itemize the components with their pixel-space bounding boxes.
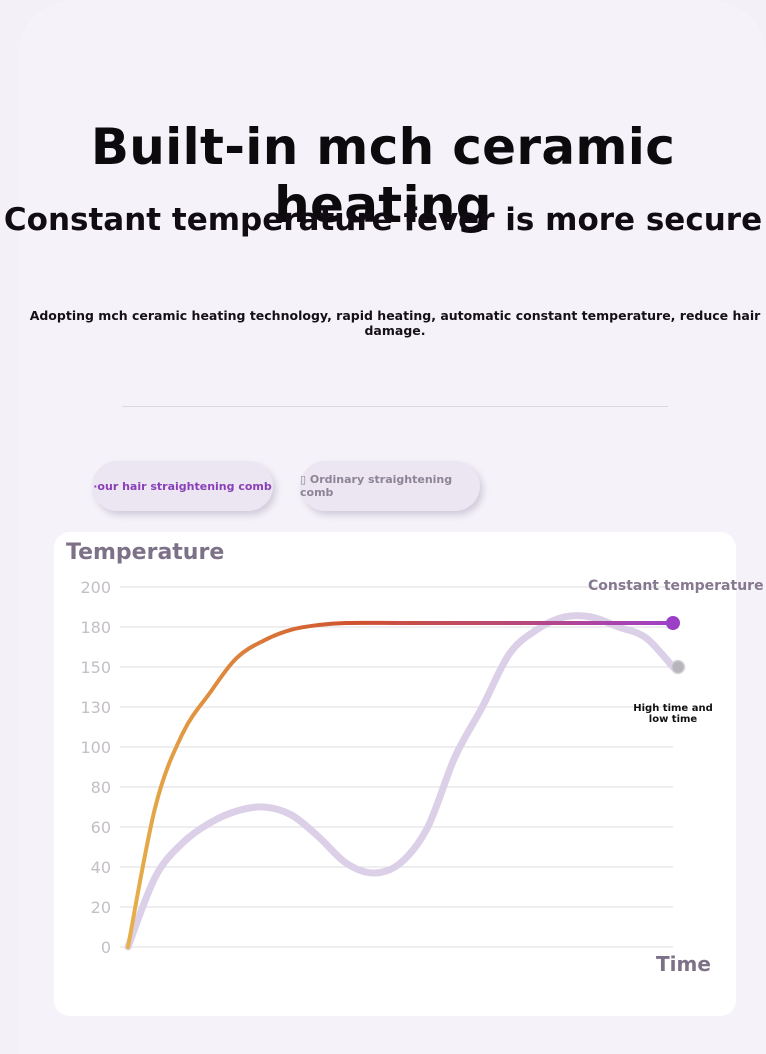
series-ours-line — [126, 620, 675, 949]
y-axis-label: Temperature — [66, 540, 225, 565]
chart-card — [54, 532, 736, 1016]
y-tick-label: 150 — [80, 658, 111, 677]
page-subtitle: Constant temperature fever is more secur… — [3, 202, 763, 238]
series-ordinary-end-dot — [670, 659, 686, 675]
high-low-time-annotation: High time and low time — [633, 703, 713, 725]
constant-temperature-annotation: Constant temperature — [588, 578, 764, 594]
y-tick-label: 200 — [80, 578, 111, 597]
legend-ordinary-label: ▯ Ordinary straightening comb — [300, 473, 453, 499]
x-axis-label: Time — [656, 952, 711, 976]
legend-ours-label: ·our hair straightening comb — [93, 479, 272, 493]
divider — [122, 406, 668, 407]
y-tick-label: 40 — [91, 858, 111, 877]
y-tick-label: 60 — [91, 818, 111, 837]
y-tick-label: 20 — [91, 898, 111, 917]
y-tick-label: 100 — [80, 738, 111, 757]
series-ordinary-line — [124, 612, 677, 951]
y-tick-label: 0 — [101, 938, 111, 957]
grid-lines — [120, 586, 673, 948]
legend-ordinary-button[interactable]: ▯ Ordinary straightening comb — [300, 461, 480, 511]
page-title: Built-in mch ceramic heating — [90, 118, 676, 234]
y-tick-label: 130 — [80, 698, 111, 717]
series-ours-end-dot — [666, 616, 680, 630]
feature-description: Adopting mch ceramic heating technology,… — [29, 308, 761, 338]
legend-ours-button[interactable]: ·our hair straightening comb — [92, 461, 273, 511]
y-tick-label: 180 — [80, 618, 111, 637]
y-tick-label: 80 — [91, 778, 111, 797]
